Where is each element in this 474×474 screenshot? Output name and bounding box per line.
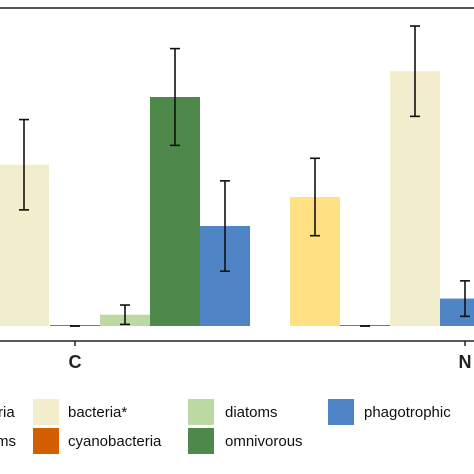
bars-group — [0, 25, 474, 327]
legend-swatch-diatoms — [188, 399, 214, 425]
bar-N-phagotrophic — [440, 298, 474, 326]
plot-frame — [0, 7, 474, 342]
legend-label-phagotrophic: phagotrophic — [364, 404, 451, 421]
legend-swatch-bacteriastar — [33, 399, 59, 425]
legend-label-bacteriastar: bacteria* — [68, 404, 127, 421]
legend-swatch-phagotrophic — [328, 399, 354, 425]
legend-label-omnivorous: omnivorous — [225, 433, 303, 450]
legend-label-ria: ria — [0, 404, 15, 421]
legend-label-cyanobacteria: cyanobacteria — [68, 433, 162, 450]
legend-swatch-cyanobacteria — [33, 428, 59, 454]
legend: ria bacteria* diatoms phagotrophic ms cyanoba… — [0, 399, 451, 454]
legend-swatch-omnivorous — [188, 428, 214, 454]
x-tick-label-C: C — [69, 352, 82, 372]
legend-label-diatoms: diatoms — [225, 404, 278, 421]
legend-label-ms: ms — [0, 433, 16, 450]
x-tick-label-N: N — [459, 352, 472, 372]
